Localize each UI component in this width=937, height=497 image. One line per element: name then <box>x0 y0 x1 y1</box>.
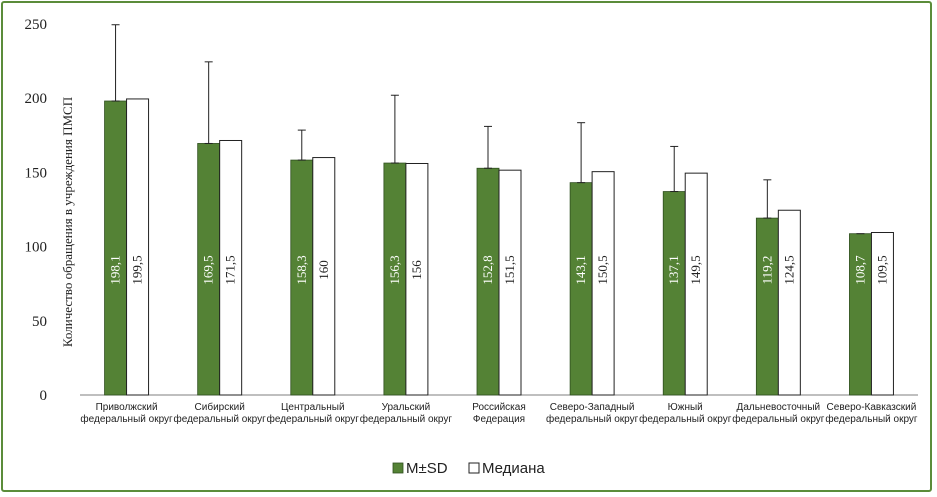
legend: M±SD Медиана <box>392 460 545 477</box>
data-label-mean: 169,5 <box>201 255 216 284</box>
y-tick-label: 100 <box>25 240 48 256</box>
bar-median <box>219 139 243 396</box>
x-tick-label: федеральный округ <box>639 413 732 425</box>
bar-median <box>591 171 615 396</box>
x-tick-label: Северо-Кавказский <box>827 402 917 413</box>
data-label-median: 150,5 <box>595 255 610 284</box>
data-label-mean: 119,2 <box>759 256 774 285</box>
bars-layer: 198,1 199,5 169,5 171,5 158,3 160 156,3 156 152,… <box>104 24 894 396</box>
data-label-mean: 158,3 <box>294 255 309 284</box>
x-tick-label: Российская <box>472 402 526 413</box>
x-tick-label: федеральный округ <box>360 413 453 425</box>
x-tick-label: Северо-Западный <box>550 402 635 413</box>
y-tick-label: 150 <box>25 165 48 181</box>
data-label-median: 199,5 <box>130 255 145 284</box>
y-tick-label: 200 <box>25 91 48 107</box>
bar-median <box>126 98 150 396</box>
data-label-mean: 152,8 <box>480 255 495 284</box>
data-label-median: 124,5 <box>781 255 796 284</box>
x-tick-label: федеральный округ <box>80 413 173 425</box>
y-tick-label: 250 <box>25 17 48 33</box>
bar-median <box>777 209 801 396</box>
legend-swatch-mean <box>392 462 404 474</box>
x-tick-label: Уральский <box>382 402 431 413</box>
bar-mean <box>755 217 779 396</box>
data-label-mean: 137,1 <box>666 255 681 284</box>
y-axis-label: Количество обращения в учреждения ПМСП <box>60 97 75 347</box>
legend-swatch-median <box>468 462 480 474</box>
x-tick-label: федеральный округ <box>825 413 918 425</box>
data-label-mean: 156,3 <box>387 255 402 284</box>
y-tick-label: 0 <box>40 388 48 404</box>
bar-median <box>870 232 894 396</box>
bar-median <box>498 169 522 396</box>
x-tick-label: Сибирский <box>195 401 245 413</box>
x-tick-label: Федерация <box>473 414 525 425</box>
x-tick-label: федеральный округ <box>546 413 639 425</box>
data-label-mean: 198,1 <box>108 255 123 284</box>
x-tick-label: Южный <box>668 402 703 413</box>
x-tick-label: Центральный <box>281 402 345 413</box>
x-tick-label: Приволжский <box>96 402 158 413</box>
bar-mean <box>104 100 127 396</box>
legend-label-mean: M±SD <box>406 460 448 477</box>
bar-median <box>405 162 429 396</box>
bar-mean <box>662 191 686 396</box>
bar-median <box>684 172 708 396</box>
data-label-median: 171,5 <box>223 255 238 284</box>
x-tick-label: федеральный округ <box>174 413 267 425</box>
data-label-mean: 108,7 <box>852 255 867 285</box>
x-tick-label: федеральный округ <box>732 413 825 425</box>
x-tick-label: Дальневосточный <box>737 402 821 413</box>
data-label-median: 109,5 <box>874 255 889 284</box>
y-tick-label: 50 <box>32 314 47 330</box>
bar-median <box>312 157 336 396</box>
data-label-mean: 143,1 <box>573 255 588 284</box>
data-label-median: 151,5 <box>502 255 517 284</box>
data-label-median: 160 <box>316 260 331 280</box>
bar-mean <box>569 182 593 396</box>
data-label-median: 156 <box>409 260 424 280</box>
legend-label-median: Медиана <box>482 460 545 477</box>
x-tick-label: федеральный округ <box>267 413 360 425</box>
data-label-median: 149,5 <box>688 255 703 284</box>
